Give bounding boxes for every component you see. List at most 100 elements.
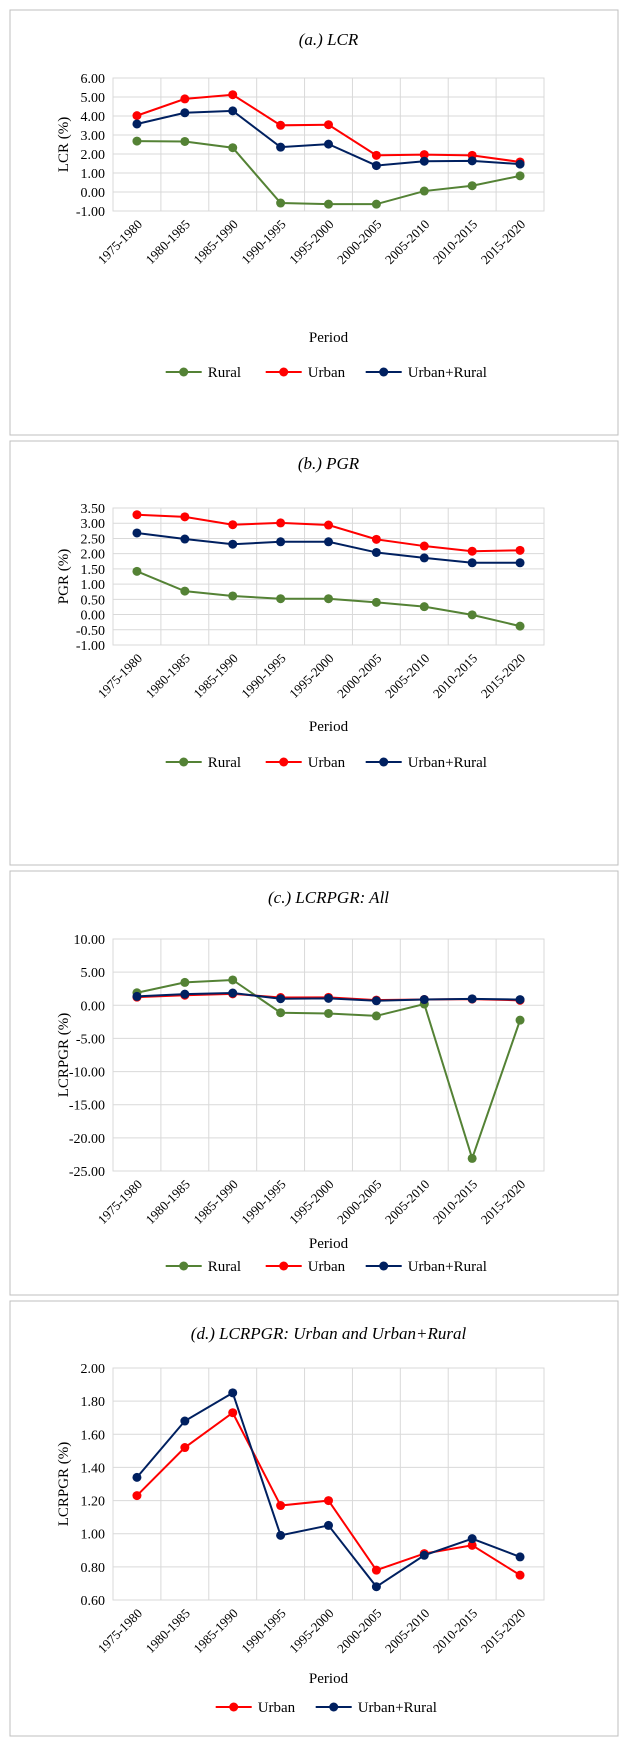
y-tick-label: 1.20	[81, 1495, 106, 1510]
data-point	[180, 534, 190, 544]
legend-item: Urban	[265, 755, 346, 771]
x-axis-label: Period	[309, 1671, 349, 1687]
y-axis-label: LCR (%)	[56, 117, 72, 172]
data-point	[419, 186, 429, 196]
legend-swatch-marker	[279, 1261, 289, 1271]
data-point	[132, 510, 142, 520]
data-point	[132, 111, 142, 121]
data-point	[515, 995, 525, 1005]
data-point	[132, 991, 142, 1001]
data-point	[467, 610, 477, 620]
data-point	[276, 537, 286, 547]
data-point	[228, 988, 238, 998]
legend: Rural Urban Urban+Rural	[165, 755, 487, 771]
data-point	[371, 1565, 381, 1575]
data-point	[180, 1443, 190, 1453]
data-point	[180, 512, 190, 522]
data-point	[228, 1408, 238, 1418]
data-point	[324, 1496, 333, 1506]
chart-title: (b.) PGR	[298, 454, 360, 473]
data-point	[419, 995, 429, 1005]
x-axis-label: Period	[309, 330, 349, 346]
data-point	[132, 136, 142, 146]
legend-item: Urban+Rural	[365, 365, 487, 381]
y-tick-label: 0.00	[81, 609, 106, 624]
y-axis-label: LCRPGR (%)	[56, 1013, 72, 1098]
chart-title: (c.) LCRPGR: All	[268, 888, 389, 907]
legend-swatch-marker	[179, 1261, 189, 1271]
plot-area	[112, 77, 545, 212]
data-point	[467, 546, 477, 556]
y-tick-label: 1.60	[81, 1428, 106, 1443]
legend-item: Urban+Rural	[365, 1259, 487, 1275]
data-point	[132, 119, 142, 129]
data-point	[419, 602, 429, 612]
data-point	[371, 996, 381, 1006]
data-point	[132, 1491, 142, 1501]
x-axis-label: Period	[309, 719, 349, 735]
data-point	[132, 1472, 142, 1482]
y-tick-label: 1.80	[81, 1395, 106, 1410]
data-point	[276, 1501, 286, 1511]
legend-item: Rural	[165, 365, 241, 381]
legend-item: Urban+Rural	[365, 755, 487, 771]
y-tick-label: 5.00	[81, 966, 106, 981]
y-tick-label: 3.00	[81, 129, 106, 144]
data-point	[324, 520, 333, 530]
data-point	[228, 975, 238, 985]
legend-label: Urban	[308, 365, 346, 381]
data-point	[276, 1008, 286, 1018]
data-point	[419, 150, 429, 160]
legend-item: Urban	[265, 1259, 346, 1275]
data-point	[228, 1388, 238, 1398]
y-tick-label: 5.00	[81, 91, 106, 106]
data-point	[276, 142, 286, 152]
data-point	[467, 1153, 477, 1163]
data-point	[276, 518, 286, 528]
y-tick-label: 10.00	[74, 933, 106, 948]
data-point	[132, 528, 142, 538]
y-tick-label: 2.00	[81, 548, 106, 563]
chart-panel-1: (a.) LCR -1.00 0.00 1.00 2.00 3.00 4.00 5.00 6.0…	[9, 9, 619, 436]
legend-swatch-marker	[179, 757, 189, 767]
data-point	[228, 90, 238, 100]
data-point	[276, 994, 286, 1004]
series-urban-rural	[132, 528, 525, 568]
legend-label: Urban+Rural	[408, 755, 487, 771]
data-point	[180, 586, 190, 596]
legend-swatch-marker	[229, 1702, 239, 1712]
legend-swatch-marker	[379, 757, 389, 767]
legend-swatch-marker	[379, 367, 389, 377]
data-point	[324, 120, 333, 130]
data-point	[371, 1011, 381, 1021]
data-point	[467, 1534, 477, 1544]
data-point	[515, 1015, 525, 1025]
legend-swatch-marker	[379, 1261, 389, 1271]
series-urban-rural	[132, 106, 525, 171]
series-urban-rural	[132, 988, 525, 1006]
legend-label: Urban	[308, 1259, 346, 1275]
data-point	[371, 547, 381, 557]
data-point	[228, 520, 238, 530]
y-tick-label: 3.50	[81, 502, 106, 517]
y-tick-label: -10.00	[69, 1066, 105, 1081]
data-point	[180, 977, 190, 987]
data-point	[467, 1540, 477, 1550]
legend-label: Rural	[208, 755, 241, 771]
data-point	[515, 159, 525, 169]
data-point	[467, 994, 477, 1004]
data-point	[419, 541, 429, 551]
y-tick-label: 0.00	[81, 186, 106, 201]
data-point	[324, 1520, 333, 1530]
series-urban-rural	[132, 1388, 525, 1592]
data-point	[180, 94, 190, 104]
legend-item: Urban+Rural	[315, 1700, 437, 1716]
data-point	[132, 566, 142, 576]
chart-panel-3: (c.) LCRPGR: All -25.00 -20.00 -15.00 -10.00…	[9, 870, 619, 1296]
y-tick-label: -15.00	[69, 1099, 105, 1114]
data-point	[324, 594, 333, 604]
y-tick-label: -5.00	[76, 1032, 105, 1047]
data-point	[515, 1552, 525, 1562]
legend-label: Rural	[208, 365, 241, 381]
